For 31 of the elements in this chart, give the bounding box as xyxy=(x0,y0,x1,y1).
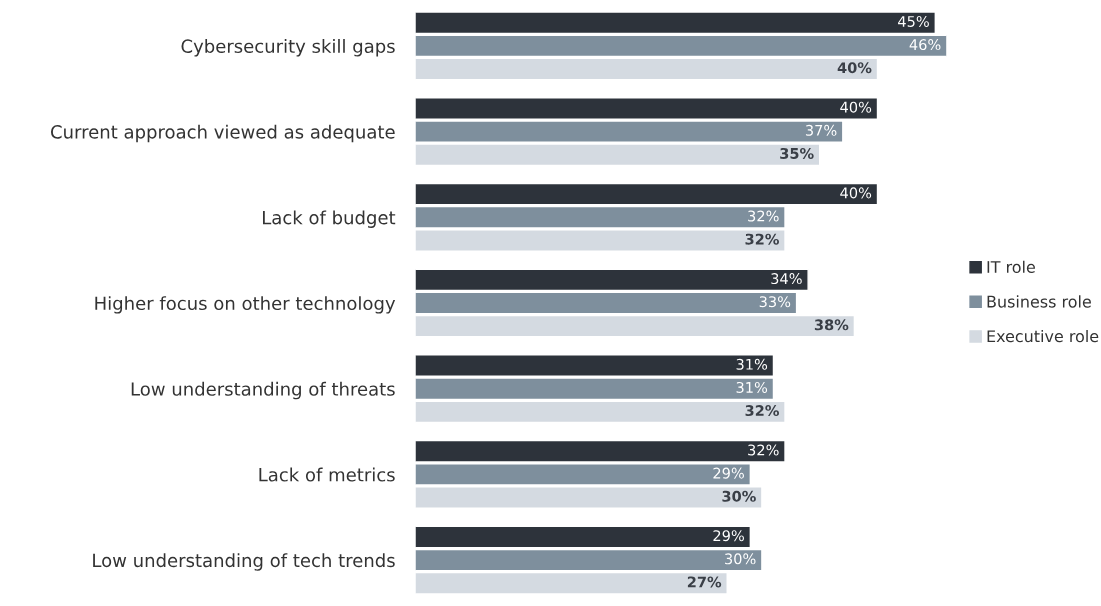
data-label: 35% xyxy=(780,147,814,159)
data-label: 32% xyxy=(748,444,779,456)
y-tick-label: Low understanding of tech trends xyxy=(93,553,395,571)
data-label: 40% xyxy=(837,62,872,74)
data-label: 29% xyxy=(713,467,744,479)
data-label: 34% xyxy=(771,273,802,285)
data-label: 29% xyxy=(713,530,744,542)
y-tick-label: Lack of metrics xyxy=(259,467,395,482)
data-label: 27% xyxy=(687,576,722,588)
data-label: 33% xyxy=(759,296,791,308)
data-label: 40% xyxy=(840,187,872,199)
data-label: 40% xyxy=(840,101,872,113)
data-label: 45% xyxy=(898,15,929,27)
data-label: 37% xyxy=(805,124,837,136)
legend-label: Executive role xyxy=(987,329,1099,343)
y-tick-label: Low understanding of threats xyxy=(131,381,395,400)
data-label: 32% xyxy=(745,233,779,245)
data-label: 46% xyxy=(909,39,941,51)
y-tick-label: Lack of budget xyxy=(263,210,396,228)
data-label: 30% xyxy=(722,490,756,502)
data-label: 31% xyxy=(736,358,768,370)
y-tick-label: Current approach viewed as adequate xyxy=(50,124,395,143)
y-tick-label: Cybersecurity skill gaps xyxy=(181,39,395,57)
data-label: 32% xyxy=(748,210,779,222)
data-label: 32% xyxy=(745,405,779,417)
y-tick-label: Higher focus on other technology xyxy=(95,296,396,314)
data-label: 31% xyxy=(736,381,768,393)
data-label: 30% xyxy=(725,553,756,565)
data-label: 38% xyxy=(814,319,849,331)
legend-label: Business role xyxy=(987,295,1091,308)
legend-label: IT role xyxy=(987,260,1035,274)
